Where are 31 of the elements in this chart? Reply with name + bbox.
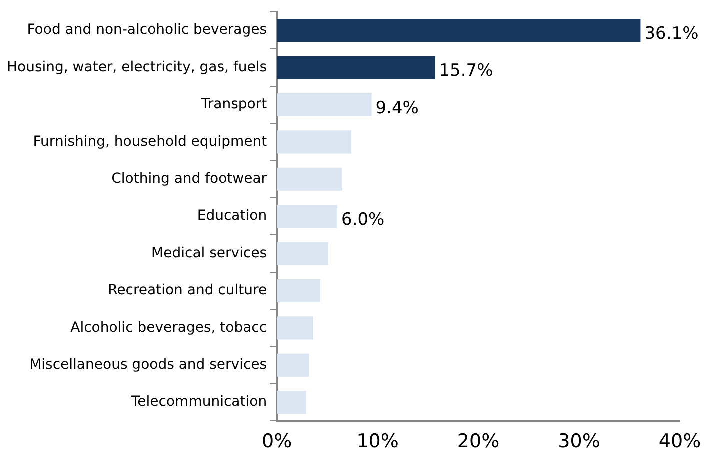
bar	[277, 205, 338, 228]
data-label: 6.0%	[342, 210, 385, 230]
bar	[277, 130, 352, 154]
bar	[277, 354, 310, 377]
y-tick-label: Housing, water, electricity, gas, fuels	[6, 59, 268, 76]
y-tick-label: Food and non-alcoholic beverages	[27, 22, 268, 38]
y-tick-label: Telecommunication	[130, 394, 268, 410]
y-tick-label: Medical services	[152, 245, 268, 262]
y-tick-label: Miscellaneous goods and services	[30, 357, 268, 374]
data-label: 15.7%	[439, 61, 494, 82]
bar	[277, 391, 306, 414]
y-tick-label: Clothing and footwear	[112, 171, 268, 188]
y-tick-label: Alcoholic beverages, tobacc	[70, 320, 268, 336]
bar	[277, 93, 372, 117]
data-label: 9.4%	[376, 98, 419, 118]
x-tick-label: 30%	[558, 430, 600, 453]
y-tick-label: Recreation and culture	[108, 282, 268, 299]
bar	[277, 56, 436, 80]
bar	[277, 242, 328, 266]
bar	[277, 279, 320, 303]
bar	[277, 19, 641, 42]
x-tick-label: 20%	[457, 430, 500, 453]
x-tick-label: 10%	[356, 430, 399, 453]
data-label: 36.1%	[644, 24, 699, 44]
y-tick-label: Transport	[200, 96, 268, 113]
y-tick-label: Furnishing, household equipment	[33, 134, 268, 150]
x-tick-label: 40%	[658, 430, 702, 453]
bar	[277, 168, 343, 191]
y-tick-label: Education	[197, 208, 268, 224]
bar	[277, 316, 314, 340]
x-tick-label: 0%	[262, 430, 292, 453]
